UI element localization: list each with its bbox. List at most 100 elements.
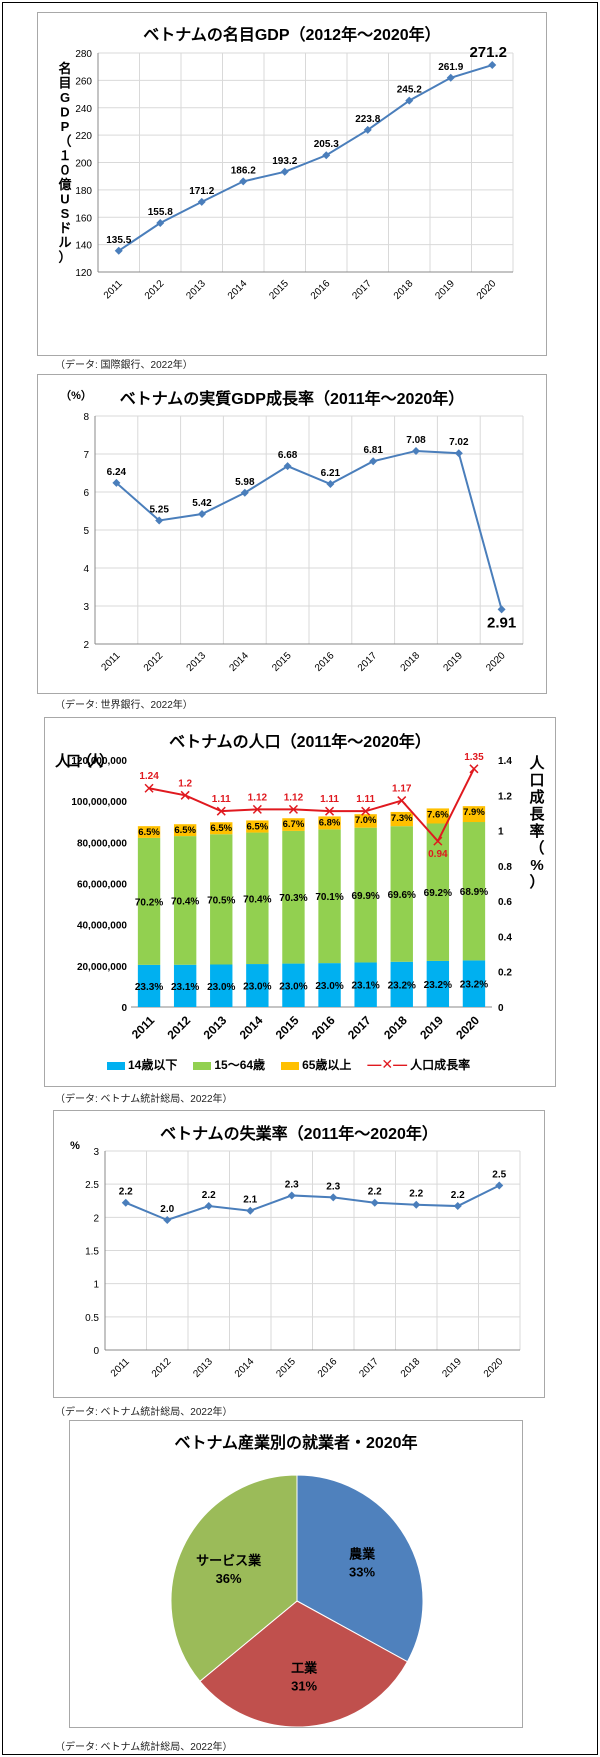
- data-point: [488, 61, 497, 70]
- bar-label: 7.6%: [427, 809, 449, 820]
- bar-label: 23.0%: [315, 981, 343, 992]
- growth-rate-point: [252, 804, 262, 814]
- data-label: 2.5: [492, 1169, 506, 1180]
- data-label: 186.2: [231, 165, 256, 176]
- unemployment-source-note: （データ: ベトナム統計総局、2022年）: [55, 1407, 233, 1418]
- x-tick-label: 2011: [109, 1356, 132, 1379]
- bar-label: 6.8%: [319, 817, 341, 828]
- y-tick-label: 5: [83, 526, 89, 537]
- y-axis-title-char: （: [77, 752, 92, 770]
- data-label: 171.2: [189, 186, 214, 197]
- bar-label: 7.3%: [391, 813, 413, 824]
- growth-rate-point: [288, 804, 298, 814]
- y2-tick-label: 0.8: [498, 862, 512, 873]
- legend-label: 人口成長率: [410, 1058, 471, 1072]
- y-tick-label: 2: [93, 1213, 99, 1224]
- bar-label: 68.9%: [460, 887, 488, 898]
- x-tick-label: 2019: [440, 1356, 464, 1380]
- bar-label: 23.3%: [135, 982, 163, 993]
- data-label: 261.9: [438, 62, 463, 73]
- bar-segment: [173, 964, 197, 1007]
- y-axis-title-char: 億: [58, 177, 71, 192]
- bar-segment: [173, 836, 197, 965]
- growth-rate-point: [433, 836, 443, 846]
- y-axis-title-char: ド: [58, 221, 71, 236]
- x-tick-label: 2017: [356, 650, 380, 674]
- growth-chart-panel: ベトナムの実質GDP成長率（2011年～2020年） 2 3 4 5 6 7 8 2011 20…: [37, 374, 547, 694]
- y2-tick-label: 0: [498, 1003, 504, 1014]
- y-tick-label: 240: [75, 104, 92, 115]
- unemployment-chart: 0 0.5 1 1.5 2 2.5 3 2011 2012 2013 2014 2015 2016 201…: [70, 1140, 521, 1380]
- bar-label: 6.5%: [138, 827, 160, 838]
- y-tick-label: 260: [75, 76, 92, 87]
- y-tick-label: 7: [83, 450, 89, 461]
- y-tick-label: 40,000,000: [77, 921, 127, 932]
- pie-chart-title: ベトナム産業別の就業者・2020年: [174, 1435, 418, 1452]
- data-label: 2.91: [487, 614, 516, 631]
- bar-segment: [173, 824, 197, 837]
- y2-axis-title-char: 率: [529, 822, 544, 840]
- data-label: 7.08: [406, 435, 426, 446]
- data-label: 2.2: [202, 1190, 216, 1201]
- data-point: [322, 151, 331, 160]
- x-tick-label: 2013: [184, 278, 208, 302]
- data-point: [198, 510, 206, 519]
- x-tick-label: 2019: [433, 278, 457, 302]
- x-tick-label: 2011: [102, 278, 125, 301]
- x-tick-label: 2018: [381, 1013, 410, 1042]
- x-tick-label: 2013: [185, 650, 209, 674]
- bar-segment: [354, 814, 377, 828]
- unemployment-chart-title: ベトナムの失業率（2011年～2020年）: [160, 1126, 438, 1143]
- bar-segment: [462, 806, 486, 823]
- data-point: [112, 478, 121, 487]
- x-tick-label: 2015: [274, 1356, 298, 1380]
- y2-tick-label: 1.2: [498, 791, 512, 802]
- y-tick-label: 220: [75, 131, 92, 142]
- gdp-chart: 120 140 160 180 200 220 240 260 280 2011 2012 2013 2…: [58, 44, 514, 302]
- y-axis-title-char: ）: [99, 752, 114, 770]
- data-point: [363, 125, 372, 134]
- y-axis-title-char: ０: [58, 163, 71, 178]
- y-tick-label: 60,000,000: [77, 880, 127, 891]
- gdp-source-note: （データ: 国際銀行、2022年）: [55, 360, 193, 371]
- pie-slice-name: サービス業: [196, 1553, 262, 1568]
- bar-segment: [282, 830, 305, 964]
- data-point: [326, 480, 335, 489]
- bar-label: 23.2%: [460, 980, 488, 991]
- y2-tick-label: 1.4: [498, 756, 512, 767]
- y-tick-label: 2: [83, 640, 89, 651]
- legend-swatch: [193, 1061, 212, 1070]
- population-source-note: （データ: ベトナム統計総局、2022年）: [55, 1094, 233, 1105]
- y2-tick-label: 1: [498, 827, 504, 838]
- employment-pie-panel: ベトナム産業別の就業者・2020年 農業 33% 工業 31% サービス業 36%: [69, 1420, 523, 1728]
- bar-label: 7.0%: [355, 815, 377, 826]
- bar-label: 70.4%: [243, 894, 271, 905]
- data-label: 5.25: [149, 505, 169, 516]
- growth-rate-label: 1.11: [212, 794, 231, 805]
- bar-segment: [137, 964, 161, 1007]
- data-label: 2.2: [451, 1190, 465, 1201]
- growth-rate-point: [469, 764, 479, 774]
- x-tick-label: 2016: [316, 1356, 340, 1380]
- data-label: 6.68: [278, 450, 298, 461]
- series-line: [115, 449, 503, 610]
- y-tick-label: 20,000,000: [77, 962, 127, 973]
- bar-label: 6.5%: [247, 821, 269, 832]
- bar-segment: [246, 964, 269, 1007]
- x-tick-label: 2015: [273, 1013, 302, 1042]
- y-tick-label: 0: [93, 1346, 99, 1357]
- bar-segment: [246, 820, 269, 833]
- bar-label: 23.2%: [424, 980, 452, 991]
- growth-rate-label: 1.24: [139, 771, 159, 782]
- growth-rate-line: [148, 768, 475, 843]
- y-axis-title-char: P: [61, 119, 70, 134]
- data-point: [329, 1193, 338, 1202]
- bar-segment: [282, 818, 305, 831]
- x-tick-label: 2019: [441, 650, 465, 674]
- growth-rate-label: 1.12: [248, 792, 268, 803]
- y2-axis-title-char: %: [530, 857, 543, 874]
- series-line: [118, 64, 493, 252]
- pie-slice-value: 33%: [349, 1565, 375, 1580]
- legend-item-age-65-plus: 65歳以上: [281, 1056, 351, 1073]
- data-point: [370, 1198, 379, 1207]
